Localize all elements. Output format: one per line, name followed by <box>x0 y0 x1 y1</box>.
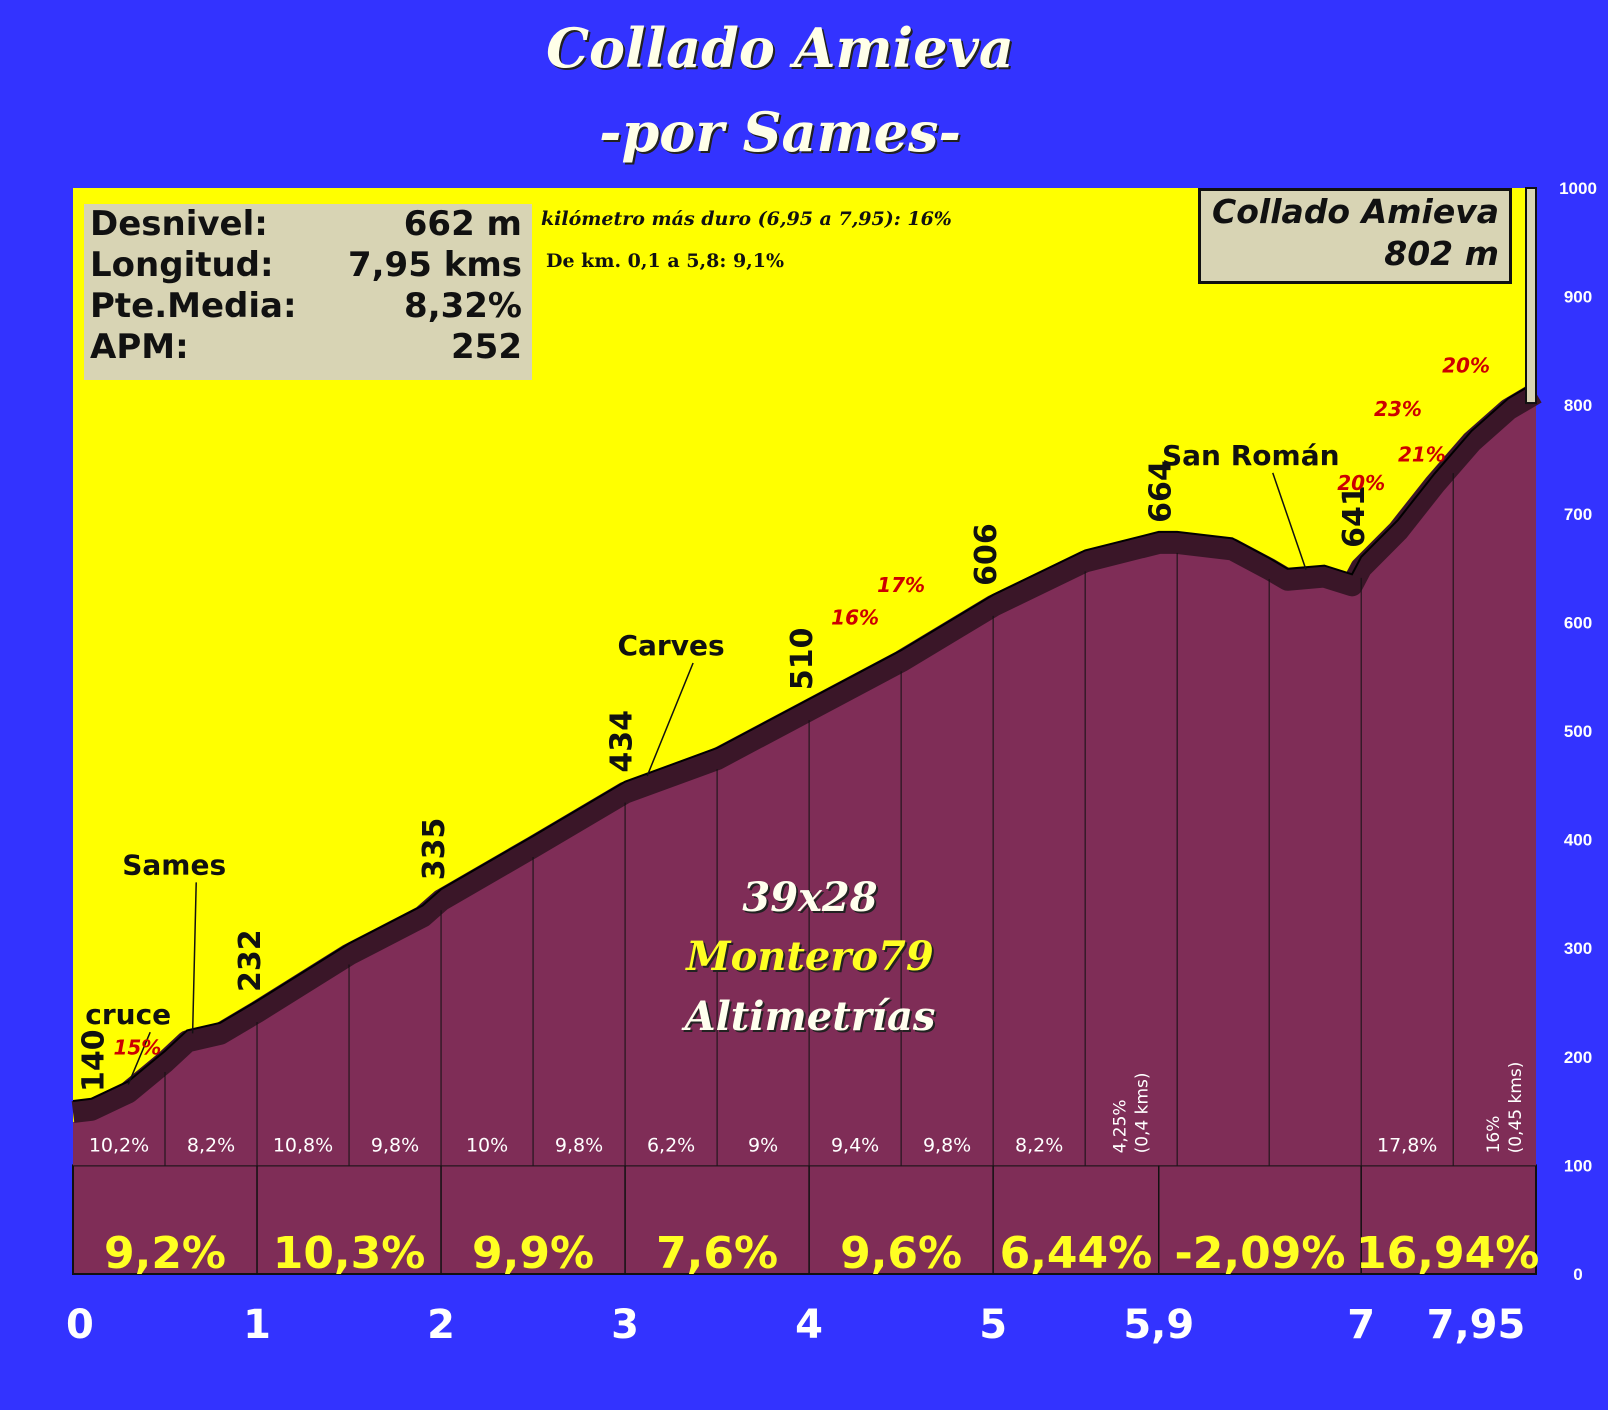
y-tick-label: 700 <box>1564 505 1592 524</box>
half-km-gradient: 10,2% <box>89 1134 149 1156</box>
half-km-gradient: 9,4% <box>831 1134 879 1156</box>
ramp-gradient: 20% <box>1337 471 1385 495</box>
km-gradient: -2,09% <box>1175 1228 1346 1279</box>
summit-sign: Collado Amieva 802 m <box>1198 188 1512 284</box>
brand-gears: 39x28 <box>742 874 878 921</box>
km-band <box>72 1164 1537 1276</box>
altitude-label: 606 <box>969 523 1004 586</box>
y-tick-label: 800 <box>1564 396 1592 415</box>
y-tick-label: 1000 <box>1559 179 1597 198</box>
chart-subtitle: -por Sames- <box>599 100 961 164</box>
stat-label: Longitud: <box>90 245 274 285</box>
place-leader <box>1272 472 1307 570</box>
stat-label: APM: <box>90 327 189 367</box>
vertical-gradient-sub: (0,4 kms) <box>1133 1072 1153 1153</box>
km-band-area <box>72 1164 1537 1276</box>
place-label: San Román <box>1162 439 1340 472</box>
vertical-gradient-sub: (0,45 kms) <box>1506 1062 1526 1154</box>
brand-author: Montero79 <box>686 933 934 980</box>
ramp-gradient: 15% <box>113 1036 161 1060</box>
km-gradient: 16,94% <box>1356 1228 1539 1279</box>
altitude-label: 510 <box>785 628 820 691</box>
stat-row: Desnivel: 662 m <box>84 204 532 245</box>
y-tick-label: 400 <box>1564 831 1592 850</box>
profile-fill <box>73 403 1536 1166</box>
hardest-km-note: kilómetro más duro (6,95 a 7,95): 16% <box>541 208 952 230</box>
km-gradient: 9,2% <box>104 1228 226 1279</box>
segment-note: De km. 0,1 a 5,8: 9,1% <box>546 250 785 272</box>
profile-edge-top <box>72 381 1537 1102</box>
km-gradient: 7,6% <box>656 1228 778 1279</box>
y-tick-label: 200 <box>1564 1048 1592 1067</box>
altitude-label: 140 <box>76 1029 111 1092</box>
stat-row: Longitud: 7,95 kms <box>84 245 532 286</box>
altitude-label: 335 <box>417 818 452 881</box>
vertical-gradient: 4,25% <box>1111 1099 1131 1153</box>
place-label: Carves <box>617 629 724 662</box>
ramp-gradient: 21% <box>1398 443 1446 467</box>
stat-value: 8,32% <box>404 286 522 326</box>
half-km-gradient: 9,8% <box>555 1134 603 1156</box>
half-km-gradient: 10% <box>466 1134 508 1156</box>
brand-site: Altimetrías <box>684 993 936 1040</box>
stat-value: 7,95 kms <box>347 245 522 285</box>
stat-row: APM: 252 <box>84 327 532 368</box>
x-tick-label: 1 <box>243 1302 271 1348</box>
ramp-gradient: 23% <box>1374 397 1422 421</box>
y-tick-label: 100 <box>1564 1156 1592 1175</box>
stats-panel: Desnivel: 662 m Longitud: 7,95 kms Pte.Med… <box>84 204 532 380</box>
y-tick-label: 0 <box>1573 1265 1582 1284</box>
y-tick-label: 900 <box>1564 288 1592 307</box>
place-label: cruce <box>85 998 171 1031</box>
summit-pole <box>1525 187 1537 405</box>
place-leader <box>646 662 694 777</box>
x-tick-label: 0 <box>66 1302 94 1348</box>
half-km-gradient: 6,2% <box>647 1134 695 1156</box>
stat-row: Pte.Media: 8,32% <box>84 286 532 327</box>
place-leader <box>127 1031 151 1085</box>
summit-name: Collado Amieva <box>1212 192 1499 231</box>
km-gradient: 9,6% <box>840 1228 962 1279</box>
chart-title: Collado Amieva <box>546 16 1014 80</box>
altitude-label: 664 <box>1144 460 1179 523</box>
km-gradient: 9,9% <box>472 1228 594 1279</box>
ramp-gradient: 16% <box>831 606 879 630</box>
y-tick-label: 600 <box>1564 613 1592 632</box>
y-tick-label: 500 <box>1564 722 1592 741</box>
stat-value: 252 <box>451 327 522 367</box>
summit-altitude: 802 m <box>1384 234 1499 273</box>
km-gradient: 10,3% <box>273 1228 426 1279</box>
half-km-gradient: 17,8% <box>1377 1134 1437 1156</box>
chart-labels: 0 100 200 300 400 500 600 700 800 900 1000 0 1 2 3 4 5 5,… <box>66 179 1597 1348</box>
ramp-gradient: 20% <box>1442 354 1490 378</box>
altitude-label: 434 <box>605 710 640 773</box>
half-km-gradient: 9% <box>748 1134 778 1156</box>
x-tick-label: 2 <box>427 1302 455 1348</box>
half-km-gradient: 9,8% <box>371 1134 419 1156</box>
stat-label: Pte.Media: <box>90 286 297 326</box>
half-km-gradient: 8,2% <box>187 1134 235 1156</box>
altitude-label: 232 <box>233 929 268 992</box>
half-km-gradient: 8,2% <box>1015 1134 1063 1156</box>
x-tick-label: 5,9 <box>1123 1302 1194 1348</box>
stat-value: 662 m <box>403 204 522 244</box>
profile-edge <box>71 383 1542 1123</box>
x-tick-label: 3 <box>611 1302 639 1348</box>
km-gradient: 6,44% <box>1000 1228 1153 1279</box>
x-tick-label: 7 <box>1347 1302 1375 1348</box>
x-tick-label: 4 <box>795 1302 823 1348</box>
x-tick-label: 5 <box>979 1302 1007 1348</box>
vertical-gradient: 16% <box>1484 1116 1504 1154</box>
x-tick-label: 7,95 <box>1427 1302 1526 1348</box>
y-tick-label: 300 <box>1564 939 1592 958</box>
place-label: Sames <box>122 848 226 881</box>
half-km-gradient: 10,8% <box>273 1134 333 1156</box>
half-km-gradient: 9,8% <box>923 1134 971 1156</box>
stat-label: Desnivel: <box>90 204 268 244</box>
ramp-gradient: 17% <box>877 573 925 597</box>
km-lines <box>164 473 1454 1274</box>
place-leader <box>191 882 197 1034</box>
altitude-label: 641 <box>1337 485 1372 548</box>
profile-area <box>71 381 1542 1166</box>
